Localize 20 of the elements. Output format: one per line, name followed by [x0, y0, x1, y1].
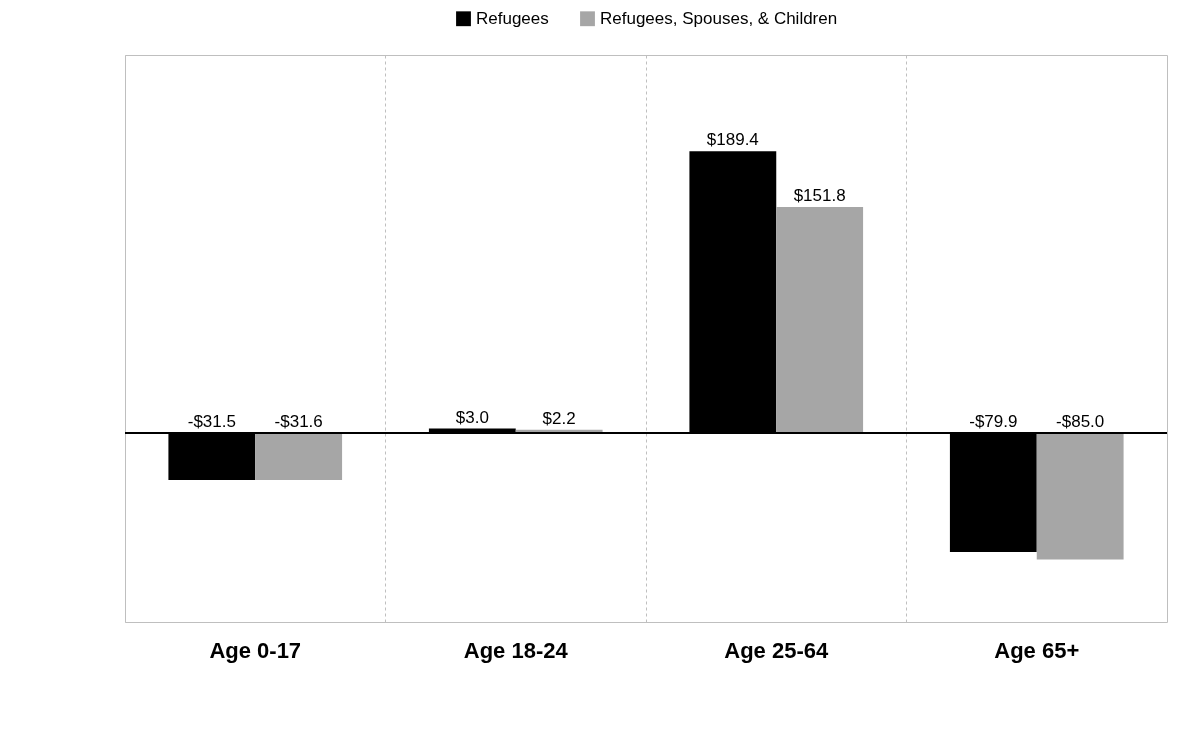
- legend-label: Refugees, Spouses, & Children: [600, 8, 838, 28]
- data-label: -$85.0: [1056, 412, 1105, 431]
- data-label: $2.2: [542, 408, 576, 428]
- bar: [168, 433, 256, 480]
- bar: [1036, 433, 1124, 560]
- bar: [949, 433, 1037, 552]
- data-label: -$79.9: [969, 412, 1018, 431]
- data-label: -$31.5: [187, 412, 236, 431]
- legend-label: Refugees: [476, 8, 549, 28]
- x-tick-label: Age 18-24: [463, 637, 569, 663]
- bar: [689, 151, 777, 433]
- data-label: $151.8: [793, 186, 846, 206]
- bar: [776, 207, 864, 433]
- data-label: $189.4: [706, 130, 759, 150]
- x-tick-label: Age 65+: [994, 637, 1080, 663]
- data-label: -$31.6: [274, 412, 323, 431]
- bar: [255, 433, 343, 481]
- x-tick-label: Age 0-17: [209, 637, 302, 663]
- x-tick-label: Age 25-64: [724, 637, 829, 663]
- data-label: $3.0: [455, 407, 489, 427]
